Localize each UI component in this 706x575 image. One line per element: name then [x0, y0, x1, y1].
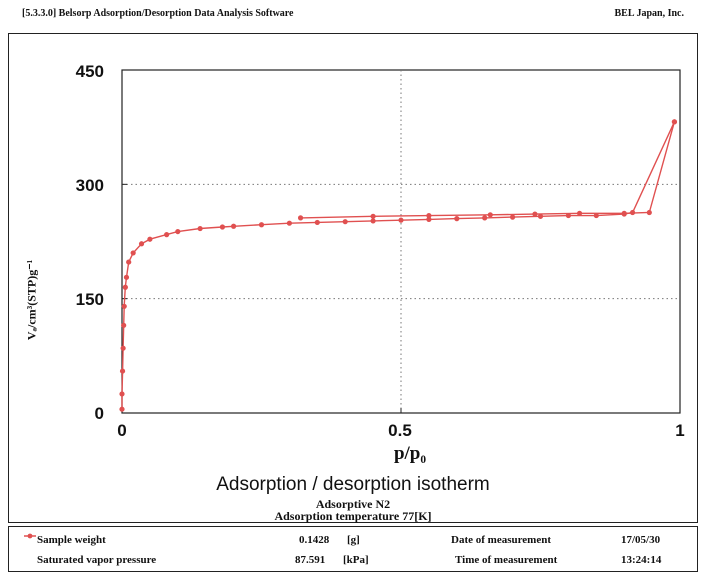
- chart-title: Adsorption / desorption isotherm: [216, 474, 490, 495]
- data-point: [426, 212, 432, 219]
- data-point: [370, 213, 376, 219]
- data-point: [130, 250, 136, 256]
- data-point: [119, 368, 126, 374]
- adsorption-temperature-label: Adsorption temperature 77[K]: [274, 509, 432, 523]
- data-point: [565, 212, 572, 219]
- data-point: [426, 216, 432, 222]
- software-title: [5.3.3.0] Belsorp Adsorption/Desorption …: [22, 8, 294, 19]
- x-tick-label: 1: [675, 421, 685, 440]
- data-point: [119, 406, 125, 412]
- data-point: [121, 322, 127, 328]
- data-point: [370, 218, 376, 224]
- sample-weight-unit: [g]: [347, 534, 360, 546]
- x-tick-label: 0.5: [388, 421, 412, 440]
- data-point: [671, 119, 678, 125]
- data-point: [454, 216, 460, 222]
- data-point: [482, 215, 488, 221]
- data-point: [398, 217, 404, 223]
- data-point: [122, 284, 128, 290]
- data-point: [138, 241, 145, 247]
- y-tick-label: 300: [75, 176, 104, 195]
- data-point: [621, 210, 627, 216]
- data-point: [119, 391, 125, 397]
- data-point: [231, 223, 237, 229]
- data-point: [487, 212, 493, 218]
- adsorption-series-line: [121, 121, 676, 410]
- saturated-vapor-pressure-label: Saturated vapor pressure: [37, 554, 157, 566]
- data-point: [219, 224, 226, 230]
- y-axis-label: Vₐ/cm³(STP)g⁻¹: [24, 259, 39, 341]
- data-point: [164, 232, 170, 238]
- data-point: [286, 220, 292, 226]
- y-tick-label: 0: [94, 404, 104, 423]
- data-point: [314, 219, 320, 226]
- saturated-vapor-pressure-value: 87.591: [295, 554, 326, 566]
- data-point: [342, 219, 348, 225]
- data-point: [593, 212, 599, 219]
- date-label: Date of measurement: [451, 534, 551, 546]
- data-point: [258, 222, 265, 228]
- time-value: 13:24:14: [621, 554, 662, 566]
- x-axis-label: p/p₀: [393, 443, 427, 464]
- data-point: [121, 303, 127, 309]
- data-point: [126, 259, 132, 265]
- sample-weight-value: 0.1428: [299, 534, 330, 546]
- data-point: [120, 345, 126, 351]
- measurement-info-panel: Sample weight 0.1428 [g] Date of measure…: [8, 526, 698, 572]
- data-point: [646, 209, 652, 216]
- sample-weight-label: Sample weight: [37, 534, 106, 546]
- vendor-name: BEL Japan, Inc.: [614, 8, 684, 19]
- date-value: 17/05/30: [621, 534, 661, 546]
- adsorptive-label: Adsorptive N2: [315, 497, 391, 511]
- data-point: [123, 274, 130, 280]
- data-point: [576, 210, 583, 216]
- data-point: [147, 236, 153, 242]
- y-tick-label: 150: [75, 290, 104, 309]
- x-tick-label: 0: [117, 421, 127, 440]
- data-point: [297, 215, 304, 221]
- data-point: [532, 211, 538, 217]
- desorption-series-line: [300, 121, 676, 219]
- data-point: [175, 228, 181, 235]
- chart-frame: [8, 33, 698, 523]
- data-point: [537, 213, 544, 219]
- data-point: [509, 214, 516, 220]
- y-tick-label: 450: [75, 62, 104, 81]
- time-label: Time of measurement: [455, 554, 558, 566]
- legend-marker-icon: [24, 533, 36, 539]
- data-point: [197, 225, 203, 232]
- saturated-vapor-pressure-unit: [kPa]: [343, 554, 369, 566]
